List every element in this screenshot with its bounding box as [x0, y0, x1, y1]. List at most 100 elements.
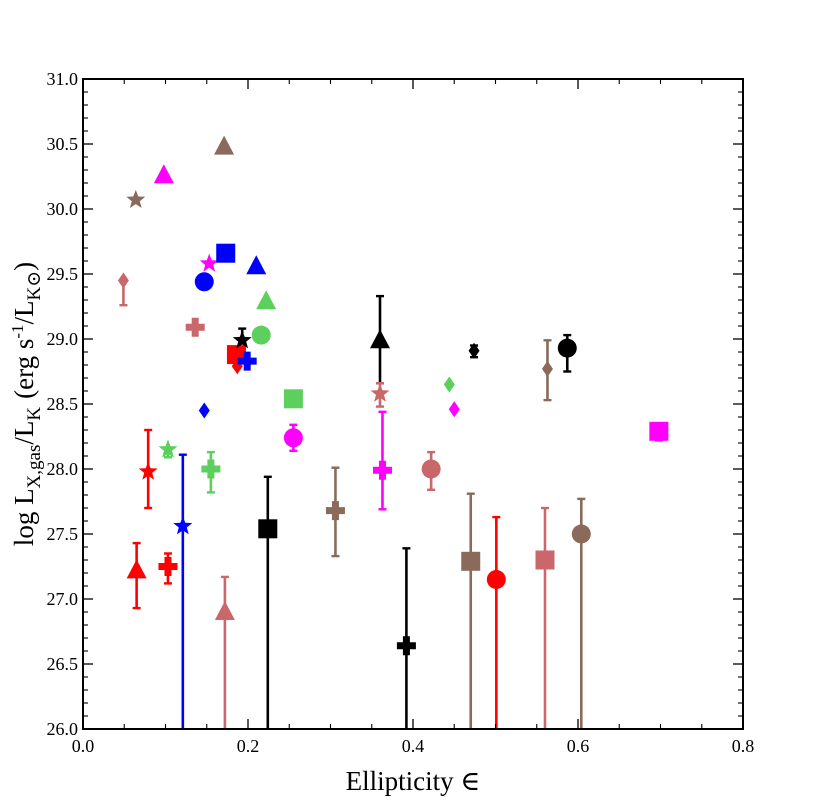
triangle-marker [370, 329, 390, 349]
square-marker [535, 550, 555, 570]
triangle-marker [214, 135, 235, 155]
cross-marker [396, 636, 416, 656]
data-point [199, 253, 219, 272]
x-tick-label: 0.6 [567, 736, 590, 756]
data-point [541, 339, 553, 402]
circle-marker [557, 338, 577, 358]
circle-marker [486, 570, 506, 589]
y-tick-label: 28.0 [47, 459, 79, 479]
data-point [158, 439, 178, 459]
data-point [372, 410, 392, 511]
x-tick-label: 0.4 [402, 736, 425, 756]
cross-marker [158, 557, 178, 576]
square-marker [216, 243, 236, 263]
cross-marker [201, 459, 221, 479]
y-tick-label: 26.5 [47, 654, 79, 674]
axis-tick-labels: 0.0 0.2 0.4 0.6 0.8 26.0 26.5 27.0 27.5 28.0 28.5 2… [47, 69, 755, 756]
diamond-marker [448, 401, 460, 418]
cross-marker [237, 351, 257, 371]
data-point [201, 450, 221, 494]
data-point [258, 475, 278, 729]
data-point [237, 351, 257, 371]
data-point [557, 333, 577, 373]
diamond-marker [198, 402, 210, 419]
data-point [448, 401, 460, 418]
star-marker [199, 253, 219, 272]
data-point [126, 189, 146, 208]
diamond-marker [468, 342, 480, 359]
data-point [571, 497, 591, 729]
circle-marker [421, 459, 441, 479]
data-point [214, 575, 235, 729]
triangle-marker [256, 290, 277, 310]
data-point [194, 272, 214, 292]
data-point [421, 450, 441, 491]
y-tick-label: 26.0 [47, 719, 79, 739]
x-tick-label: 0.8 [732, 736, 755, 756]
data-point [535, 506, 555, 729]
data-point [138, 428, 158, 510]
star-marker [173, 516, 193, 535]
data-point [117, 272, 129, 307]
axis-ticks [82, 78, 744, 730]
y-axis-title: log LX,gas/LK(erg s-1/LK⊙) [8, 262, 45, 546]
data-point [126, 541, 147, 610]
diamond-marker [117, 272, 129, 289]
star-marker [370, 383, 390, 402]
data-point [246, 255, 267, 275]
x-axis-title: Ellipticity ∈ [346, 766, 481, 796]
y-tick-label: 27.0 [47, 589, 79, 609]
star-marker [138, 461, 158, 480]
x-tick-label: 0.0 [72, 736, 95, 756]
diamond-marker [541, 360, 553, 377]
data-point [370, 382, 390, 408]
y-tick-label: 30.5 [47, 134, 79, 154]
y-tick-label: 28.5 [47, 394, 79, 414]
data-point [283, 423, 303, 452]
cross-marker [185, 317, 205, 337]
data-point [216, 243, 236, 263]
star-marker [232, 330, 252, 349]
data-point [158, 552, 178, 585]
data-point [468, 342, 480, 359]
data-marks [117, 135, 669, 729]
triangle-marker [126, 559, 147, 579]
data-point [283, 389, 303, 409]
square-marker [649, 421, 669, 441]
diamond-marker [443, 376, 455, 393]
data-point [198, 402, 210, 419]
data-point [232, 327, 252, 349]
triangle-marker [246, 255, 267, 275]
circle-marker [571, 524, 591, 544]
data-point [173, 453, 193, 729]
star-marker [126, 189, 146, 208]
data-point [461, 492, 481, 729]
y-tick-label: 29.0 [47, 329, 79, 349]
square-marker [461, 551, 481, 571]
circle-marker [251, 325, 271, 345]
data-point [251, 325, 271, 345]
x-tick-label: 0.2 [237, 736, 260, 756]
data-point [185, 317, 205, 337]
y-tick-label: 30.0 [47, 199, 79, 219]
data-point [325, 466, 345, 558]
y-tick-label: 27.5 [47, 524, 79, 544]
data-point [256, 290, 277, 310]
cross-marker [372, 460, 392, 480]
star-marker [158, 439, 178, 458]
square-marker [283, 389, 303, 409]
data-point [443, 376, 455, 393]
data-point [649, 421, 669, 442]
square-marker [258, 519, 278, 539]
data-point [153, 164, 174, 184]
circle-marker [283, 428, 303, 448]
circle-marker [194, 272, 214, 292]
data-point [396, 547, 416, 729]
data-point [214, 135, 235, 155]
data-point [486, 515, 506, 729]
triangle-marker [214, 601, 235, 620]
y-tick-label: 29.5 [47, 264, 79, 284]
y-tick-label: 31.0 [47, 69, 79, 89]
